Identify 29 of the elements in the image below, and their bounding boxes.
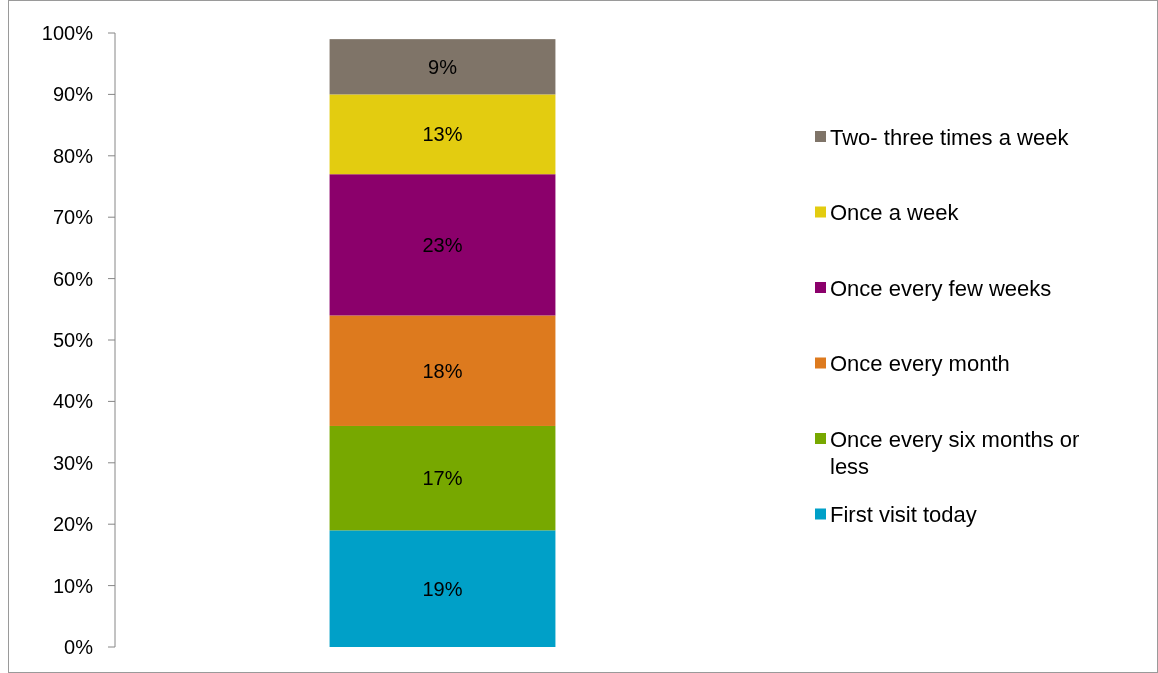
legend-label: Once every six months or less bbox=[830, 426, 1080, 480]
y-tick-label: 0% bbox=[64, 636, 94, 658]
y-tick-label: 100% bbox=[41, 22, 94, 44]
y-tick-label: 40% bbox=[52, 390, 94, 413]
data-label: 9% bbox=[428, 55, 458, 78]
bar bbox=[329, 94, 556, 175]
y-tick-label: 90% bbox=[52, 83, 94, 106]
bar bbox=[329, 530, 556, 647]
legend-label: Once every month bbox=[830, 351, 1010, 377]
y-tick-label: 30% bbox=[52, 451, 94, 474]
legend-label: First visit today bbox=[830, 502, 977, 528]
y-tick-label: 20% bbox=[52, 513, 94, 536]
legend-label: Once a week bbox=[830, 200, 960, 226]
bar bbox=[329, 425, 556, 531]
y-tick-label: 80% bbox=[52, 144, 94, 167]
data-label: 23% bbox=[422, 233, 463, 256]
bar bbox=[329, 39, 556, 95]
y-tick-label: 70% bbox=[52, 206, 94, 229]
data-label: 17% bbox=[422, 467, 463, 490]
legend-label: Two- three times a week bbox=[830, 124, 1070, 150]
y-tick-label: 60% bbox=[52, 267, 94, 290]
y-tick-label: 50% bbox=[52, 329, 94, 351]
data-label: 13% bbox=[422, 123, 463, 146]
data-label: 19% bbox=[422, 577, 463, 600]
data-label: 18% bbox=[422, 359, 463, 382]
y-tick-label: 10% bbox=[52, 574, 94, 597]
bar bbox=[329, 174, 556, 316]
legend-label: Once every few weeks bbox=[830, 275, 1052, 301]
bar bbox=[329, 315, 556, 426]
